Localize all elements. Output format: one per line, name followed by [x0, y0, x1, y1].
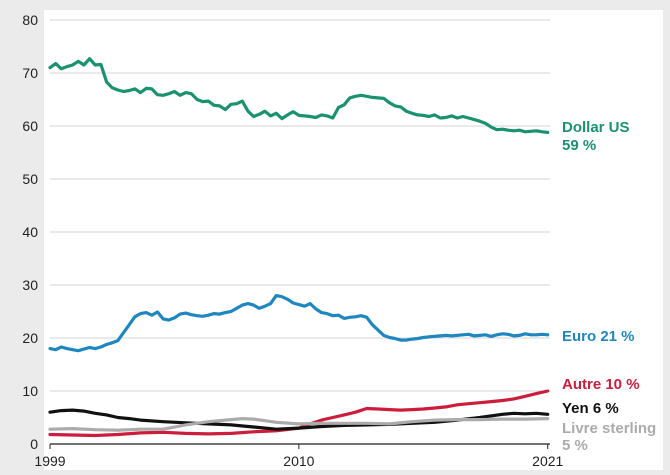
y-tick-label: 80	[22, 12, 38, 28]
y-tick-label: 50	[22, 171, 38, 187]
series-lines	[48, 57, 550, 438]
series-label-yen: Yen 6 %	[562, 400, 619, 417]
series-label-dollar-us: Dollar US	[562, 119, 630, 136]
y-tick-label: 40	[22, 224, 38, 240]
series-label-dollar-us: 59 %	[562, 137, 596, 154]
series-label-euro: Euro 21 %	[562, 328, 635, 345]
y-tick-label: 10	[22, 383, 38, 399]
axes: 0 10 20 30 40 50 60 70 80 1999 2010 2021	[22, 12, 563, 469]
x-tick-label: 1999	[34, 453, 65, 469]
plot-background	[44, 10, 663, 470]
series-line-yen	[48, 408, 550, 431]
series-line-livre-sterling	[48, 417, 550, 432]
series-line-euro	[48, 294, 550, 353]
x-tick-label: 2021	[532, 453, 563, 469]
y-tick-label: 30	[22, 277, 38, 293]
series-line-autre	[48, 389, 550, 438]
x-tick-label: 2010	[283, 453, 314, 469]
y-tick-label: 20	[22, 330, 38, 346]
series-label-autre: Autre 10 %	[562, 376, 640, 393]
gridlines	[44, 10, 663, 470]
series-line-dollar-us	[48, 57, 550, 134]
series-label-livre-sterling: Livre sterling	[562, 420, 656, 437]
y-tick-label: 0	[30, 436, 38, 452]
y-tick-label: 60	[22, 118, 38, 134]
series-label-livre-sterling: 5 %	[562, 437, 588, 454]
y-tick-label: 70	[22, 65, 38, 81]
